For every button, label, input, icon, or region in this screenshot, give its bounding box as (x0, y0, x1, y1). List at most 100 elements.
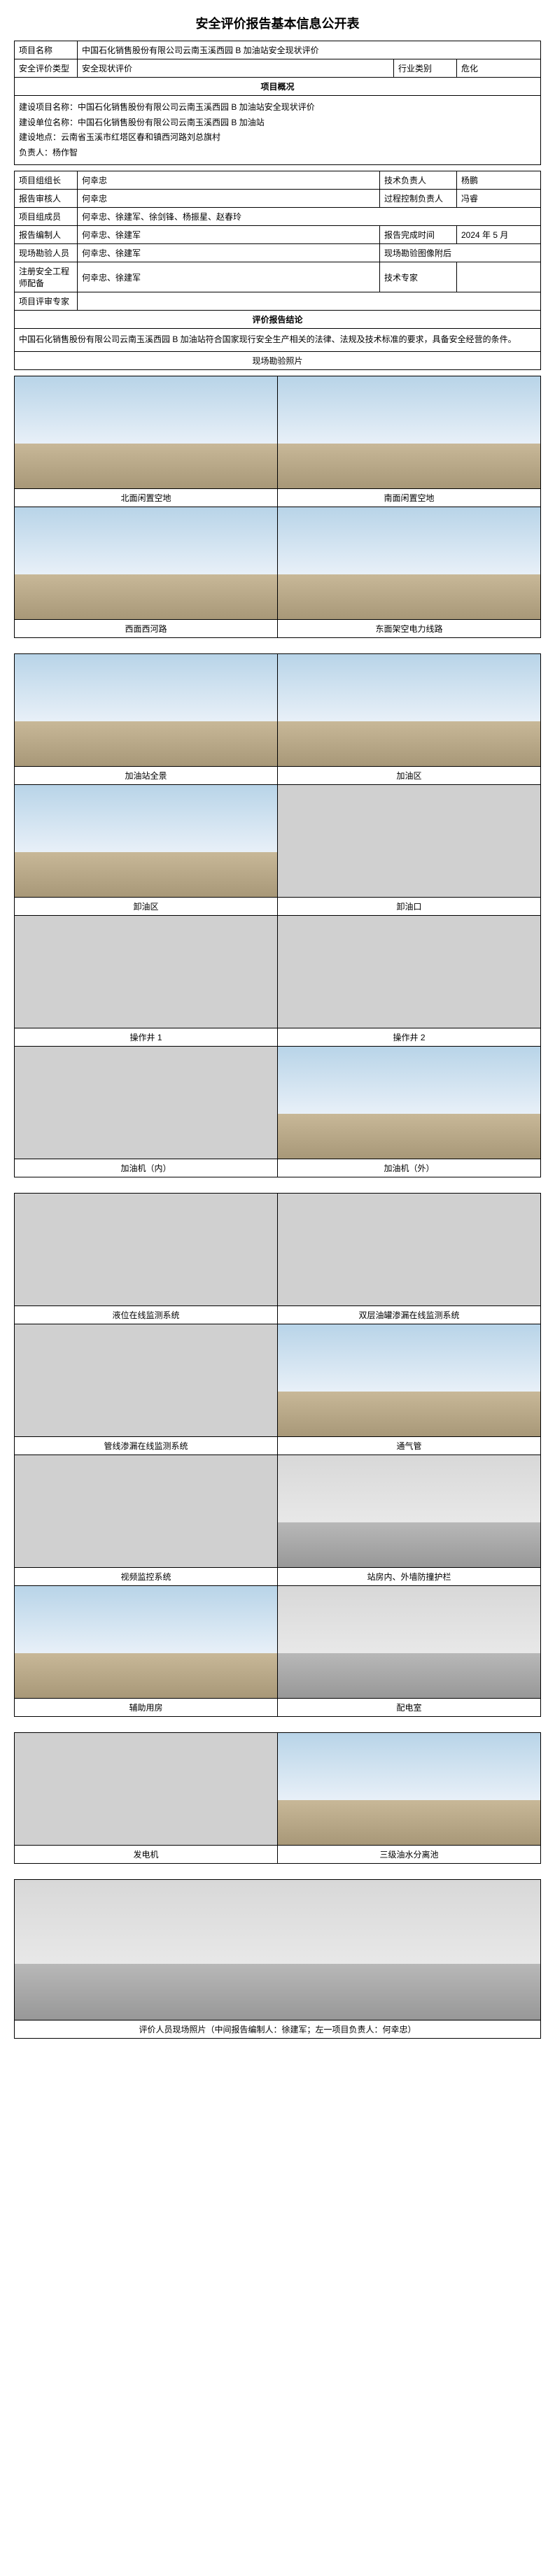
final-photo-block: 评价人员现场照片（中间报告编制人：徐建军；左一项目负责人：何幸忠） (14, 1879, 541, 2039)
photo-caption: 双层油罐渗漏在线监测系统 (278, 1305, 540, 1324)
leader-label: 项目组组长 (15, 171, 78, 190)
ov-line4: 杨作智 (52, 148, 78, 157)
photo-caption: 操作井 2 (278, 1028, 540, 1046)
site-photo (278, 1586, 540, 1698)
site-photo (278, 1194, 540, 1305)
photo-caption: 操作井 1 (15, 1028, 277, 1046)
photo-cell: 辅助用房 (15, 1585, 278, 1716)
site-photo (15, 376, 277, 488)
photo-block-2: 液位在线监测系统双层油罐渗漏在线监测系统管线渗漏在线监测系统通气管视频监控系统站… (14, 1193, 541, 1717)
photo-caption: 加油站全景 (15, 766, 277, 784)
compile-date-label: 报告完成时间 (380, 226, 457, 244)
photo-caption: 南面闲置空地 (278, 488, 540, 507)
ov-line1: 中国石化销售股份有限公司云南玉溪西园 B 加油站安全现状评价 (78, 102, 315, 112)
photo-cell: 操作井 1 (15, 915, 278, 1046)
overview-section-header: 项目概况 (15, 78, 541, 96)
ov-line3: 云南省玉溪市红塔区春和镇西河路刘总旗村 (61, 132, 220, 142)
review-expert-value (78, 292, 541, 311)
photo-caption: 加油区 (278, 766, 540, 784)
site-img-label: 现场勘验图像附后 (380, 244, 541, 262)
page-title: 安全评价报告基本信息公开表 (14, 14, 541, 32)
conclusion-section-header: 评价报告结论 (15, 311, 541, 329)
photo-cell: 卸油区 (15, 784, 278, 915)
team-table: 项目组组长 何幸忠 技术负责人 杨鹏 报告审核人 何幸忠 过程控制负责人 冯睿 … (14, 171, 541, 369)
photo-caption: 卸油区 (15, 897, 277, 915)
site-photo (15, 507, 277, 619)
photo-cell: 双层油罐渗漏在线监测系统 (278, 1193, 541, 1324)
compiler-label: 报告编制人 (15, 226, 78, 244)
site-photo (278, 376, 540, 488)
photo-cell: 管线渗漏在线监测系统 (15, 1324, 278, 1455)
photo-cell: 加油区 (278, 653, 541, 784)
tech-expert-label: 技术专家 (380, 262, 457, 292)
photo-cell: 加油机（外） (278, 1046, 541, 1177)
ov-line2: 中国石化销售股份有限公司云南玉溪西园 B 加油站 (78, 118, 265, 127)
ov-line2-label: 建设单位名称： (19, 118, 78, 127)
ov-line3-label: 建设地点： (19, 132, 61, 142)
photo-caption: 东面架空电力线路 (278, 619, 540, 637)
compiler-value: 何幸忠、徐建军 (78, 226, 380, 244)
review-expert-label: 项目评审专家 (15, 292, 78, 311)
conclusion-text: 中国石化销售股份有限公司云南玉溪西园 B 加油站符合国家现行安全生产相关的法律、… (15, 329, 541, 351)
header-table: 项目名称 中国石化销售股份有限公司云南玉溪西园 B 加油站安全现状评价 安全评价… (14, 41, 541, 165)
block-spacer (14, 644, 541, 653)
photo-caption: 发电机 (15, 1845, 277, 1863)
photo-cell: 操作井 2 (278, 915, 541, 1046)
photo-container: 北面闲置空地南面闲置空地西面西河路东面架空电力线路加油站全景加油区卸油区卸油口操… (14, 376, 541, 2039)
photo-cell: 通气管 (278, 1324, 541, 1455)
photo-caption: 卸油口 (278, 897, 540, 915)
eval-type-label: 安全评价类型 (15, 59, 78, 78)
industry-label: 行业类别 (394, 59, 457, 78)
industry-value: 危化 (457, 59, 541, 78)
site-photo (15, 916, 277, 1028)
photo-cell: 加油机（内） (15, 1046, 278, 1177)
photo-cell: 发电机 (15, 1732, 278, 1863)
personnel-photo (15, 1880, 540, 2020)
photo-caption: 辅助用房 (15, 1698, 277, 1716)
tech-expert-value (457, 262, 541, 292)
site-photo (278, 507, 540, 619)
site-photo (15, 1047, 277, 1159)
photo-cell: 配电室 (278, 1585, 541, 1716)
reviewer-value: 何幸忠 (78, 190, 380, 208)
leader-value: 何幸忠 (78, 171, 380, 190)
photo-caption: 管线渗漏在线监测系统 (15, 1436, 277, 1455)
personnel-photo-cell: 评价人员现场照片（中间报告编制人：徐建军；左一项目负责人：何幸忠） (15, 1879, 541, 2038)
safety-eng-label: 注册安全工程师配备 (15, 262, 78, 292)
project-name-value: 中国石化销售股份有限公司云南玉溪西园 B 加油站安全现状评价 (78, 41, 541, 59)
site-photo (278, 654, 540, 766)
photo-caption: 站房内、外墙防撞护栏 (278, 1567, 540, 1585)
compile-date-value: 2024 年 5 月 (457, 226, 541, 244)
photo-caption: 配电室 (278, 1698, 540, 1716)
block-spacer (14, 1722, 541, 1732)
photo-caption: 西面西河路 (15, 619, 277, 637)
eval-type-value: 安全现状评价 (78, 59, 394, 78)
site-photo (15, 785, 277, 897)
photo-cell: 北面闲置空地 (15, 376, 278, 507)
members-value: 何幸忠、徐建军、徐剑锋、杨振星、赵春玲 (78, 208, 541, 226)
photo-caption: 北面闲置空地 (15, 488, 277, 507)
site-photo (278, 1324, 540, 1436)
photo-block-3: 发电机三级油水分离池 (14, 1732, 541, 1864)
site-photo (15, 1194, 277, 1305)
photo-section-title: 现场勘验照片 (15, 351, 541, 369)
personnel-photo-caption: 评价人员现场照片（中间报告编制人：徐建军；左一项目负责人：何幸忠） (15, 2020, 540, 2038)
site-photo (15, 1324, 277, 1436)
photo-caption: 视频监控系统 (15, 1567, 277, 1585)
site-photo (278, 785, 540, 897)
site-photo (15, 654, 277, 766)
photo-block-0: 北面闲置空地南面闲置空地西面西河路东面架空电力线路 (14, 376, 541, 638)
photo-cell: 视频监控系统 (15, 1455, 278, 1585)
photo-cell: 站房内、外墙防撞护栏 (278, 1455, 541, 1585)
members-label: 项目组成员 (15, 208, 78, 226)
photo-cell: 加油站全景 (15, 653, 278, 784)
site-photo (278, 1733, 540, 1845)
proc-ctrl-label: 过程控制负责人 (380, 190, 457, 208)
reviewer-label: 报告审核人 (15, 190, 78, 208)
site-photo (15, 1455, 277, 1567)
tech-lead-label: 技术负责人 (380, 171, 457, 190)
photo-caption: 加油机（外） (278, 1159, 540, 1177)
safety-eng-value: 何幸忠、徐建军 (78, 262, 380, 292)
site-personnel-value: 何幸忠、徐建军 (78, 244, 380, 262)
site-personnel-label: 现场勘验人员 (15, 244, 78, 262)
